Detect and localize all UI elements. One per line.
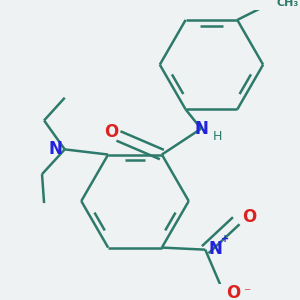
Text: O: O <box>242 208 257 226</box>
Text: O: O <box>226 284 240 300</box>
Text: ⁻: ⁻ <box>244 286 251 300</box>
Text: H: H <box>213 130 222 143</box>
Text: O: O <box>104 123 118 141</box>
Text: N: N <box>208 240 222 258</box>
Text: +: + <box>221 234 229 244</box>
Text: N: N <box>49 140 63 158</box>
Text: CH₃: CH₃ <box>277 0 299 8</box>
Text: N: N <box>194 120 208 138</box>
